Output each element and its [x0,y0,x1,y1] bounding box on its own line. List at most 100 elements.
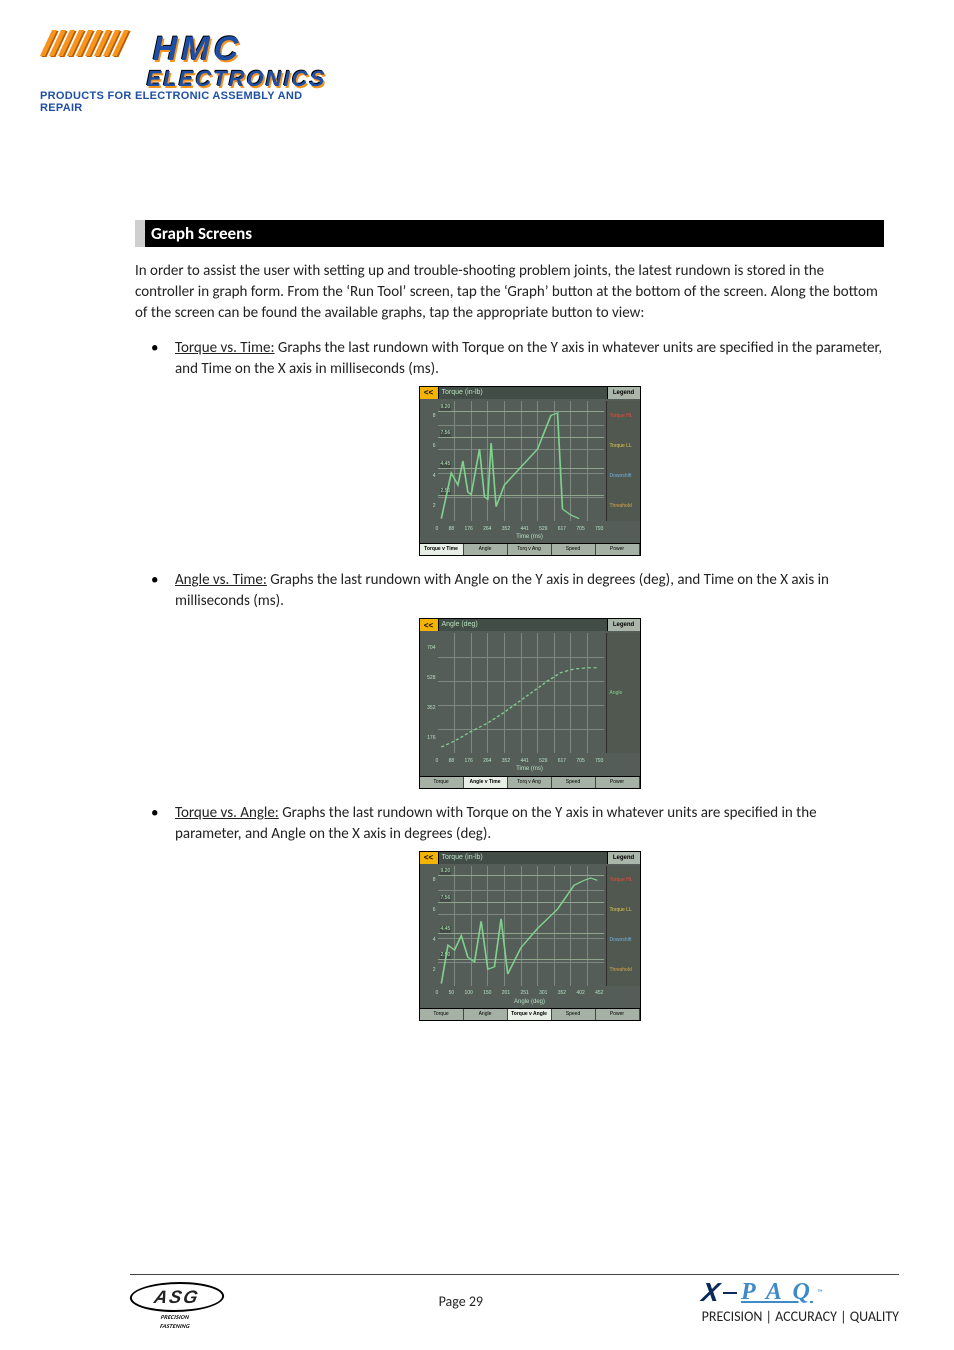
y-tick: 2 [433,967,436,974]
x-tick: 150 [483,990,491,997]
reference-line: 9.20 [438,875,604,876]
graph-tab[interactable]: Angle [464,1009,508,1020]
reference-line: 4.45 [438,468,604,469]
x-tick: 705 [576,758,584,765]
reference-line: 4.45 [438,933,604,934]
legend-button[interactable]: Legend [608,619,640,631]
plot-area: 9.20 7.56 4.45 2.50 [438,401,604,521]
legend-item: Downshift [610,473,640,480]
y-tick: 176 [427,735,435,742]
legend-button[interactable]: Legend [608,852,640,864]
graph-tab[interactable]: Torque [420,777,464,788]
x-tick: 176 [464,526,472,533]
legend-button[interactable]: Legend [608,387,640,399]
intro-paragraph: In order to assist the user with setting… [135,261,884,324]
footer-rule [130,1274,899,1275]
back-button[interactable]: << [420,852,439,864]
legend-item: Downshift [610,937,640,944]
reference-line-label: 4.45 [440,461,452,468]
xpaq-logo: X P A Q ™ PRECISION | ACCURACY | QUALITY [702,1277,899,1325]
graph-tab[interactable]: Power [596,544,640,555]
x-tick: 352 [502,758,510,765]
y-tick: 528 [427,675,435,682]
y-tick: 6 [433,907,436,914]
graph-title: Angle (deg) [439,619,608,631]
xpaq-x: X [699,1277,721,1308]
reference-line-label: 9.20 [440,404,452,411]
x-tick: 529 [539,758,547,765]
plot-area: 9.207.564.452.50 [438,866,604,986]
y-tick: 4 [433,473,436,480]
x-tick: 352 [558,990,566,997]
graph-tabs: TorqueAngle v TimeTorq v AngSpeedPower [420,776,640,788]
graph-tab[interactable]: Torque [420,1009,464,1020]
graph-tabs: Torque v TimeAngleTorq v AngSpeedPower [420,543,640,555]
bullet-title: Torque vs. Time: [175,339,275,357]
x-tick: 201 [502,990,510,997]
hmc-logo-text: HMC ELECTRONICS [134,34,346,94]
asg-logo: ASG PRECISION FASTENING [130,1282,220,1320]
graph-tab[interactable]: Torque v Time [420,544,464,555]
graph-tab[interactable]: Torque v Angle [508,1009,552,1020]
graph-tab[interactable]: Speed [552,1009,596,1020]
graph-container: <<Torque (in-lb)Legend86429.207.564.452.… [175,386,884,556]
reference-line: 7.56 [438,902,604,903]
graph-tab[interactable]: Power [596,777,640,788]
x-tick: 441 [520,758,528,765]
y-tick: 2 [433,503,436,510]
x-tick: 50 [449,990,455,997]
legend-item: Threshold [610,967,640,974]
graph-container: <<Angle (deg)Legend704528352176Angle0881… [175,618,884,788]
x-tick: 264 [483,758,491,765]
x-axis-label: Time (ms) [420,533,640,541]
x-tick: 176 [464,758,472,765]
hmc-logo: HMC ELECTRONICS PRODUCTS FOR ELECTRONIC … [40,30,330,110]
graph-bullet-list: Torque vs. Time: Graphs the last rundown… [135,338,884,1021]
back-button[interactable]: << [420,387,439,399]
reference-line: 2.50 [438,495,604,496]
reference-line-label: 9.20 [440,868,452,875]
x-tick: 0 [436,758,439,765]
page-number: Page 29 [220,1293,702,1310]
x-tick: 793 [595,758,603,765]
y-axis: 8642 [422,401,438,521]
graph-screenshot: <<Torque (in-lb)Legend86429.207.564.452.… [419,386,641,556]
bullet-desc: Graphs the last rundown with Angle on th… [175,571,829,610]
legend-panel: Torque HLTorque LLDownshiftThreshold [606,866,640,986]
graph-tab[interactable]: Power [596,1009,640,1020]
graph-tab[interactable]: Angle v Time [464,777,508,788]
graph-title: Torque (in-lb) [439,852,608,864]
y-tick: 352 [427,705,435,712]
x-tick: 705 [576,526,584,533]
y-axis: 704528352176 [422,633,438,753]
legend-panel: Angle [606,633,640,753]
xpaq-tm: ™ [817,1288,823,1298]
x-tick: 88 [449,758,455,765]
asg-logo-word: ASG [127,1282,227,1312]
graph-tab[interactable]: Speed [552,777,596,788]
section-heading: Graph Screens [135,220,884,247]
y-tick: 8 [433,413,436,420]
reference-line-label: 2.50 [440,488,452,495]
graph-tab[interactable]: Torq v Ang [508,544,552,555]
plot-area [438,633,604,753]
legend-panel: Torque HLTorque LLDownshiftThreshold [606,401,640,521]
graph-tab[interactable]: Torq v Ang [508,777,552,788]
back-button[interactable]: << [420,619,439,631]
graph-tab[interactable]: Speed [552,544,596,555]
reference-line-label: 7.56 [440,430,452,437]
xpaq-paq: P A Q [741,1279,813,1306]
hmc-logo-word1: HMC [150,34,336,64]
graph-tab[interactable]: Angle [464,544,508,555]
reference-line-label: 7.56 [440,895,452,902]
x-tick: 793 [595,526,603,533]
x-axis-label: Time (ms) [420,765,640,773]
bullet-title: Angle vs. Time: [175,571,267,589]
legend-item: Threshold [610,503,640,510]
reference-line: 9.20 [438,411,604,412]
graph-tabs: TorqueAngleTorque v AngleSpeedPower [420,1008,640,1020]
graph-container: <<Torque (in-lb)Legend86429.207.564.452.… [175,851,884,1021]
x-tick: 0 [436,526,439,533]
graph-screenshot: <<Torque (in-lb)Legend86429.207.564.452.… [419,851,641,1021]
bullet-item: Torque vs. Time: Graphs the last rundown… [175,338,884,556]
